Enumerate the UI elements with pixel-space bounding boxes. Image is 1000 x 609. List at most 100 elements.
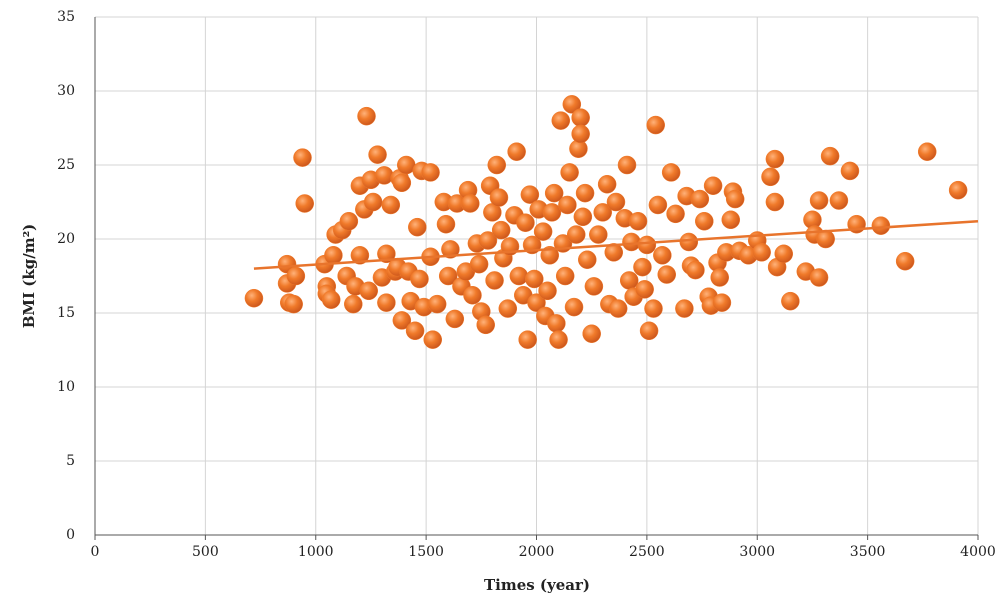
y-tick-label: 0 (66, 527, 75, 543)
point (562, 95, 582, 114)
point (392, 311, 412, 330)
point (637, 235, 657, 255)
point (633, 257, 652, 277)
y-tick-label: 30 (57, 83, 75, 99)
point (765, 192, 785, 212)
point (516, 213, 535, 232)
point (293, 148, 312, 167)
point (551, 111, 571, 130)
point (339, 211, 359, 231)
point (661, 163, 681, 182)
point (895, 251, 915, 271)
point (421, 163, 440, 182)
trend-line (253, 219, 979, 270)
point (628, 211, 648, 231)
point (597, 174, 617, 194)
point (781, 291, 800, 311)
point (666, 204, 685, 224)
point (491, 220, 511, 240)
point (686, 260, 705, 280)
point (829, 191, 849, 210)
point (381, 195, 401, 215)
point (752, 243, 771, 262)
point (761, 167, 780, 187)
point (525, 269, 544, 289)
point (639, 321, 659, 341)
point (653, 246, 672, 265)
point (695, 211, 714, 231)
x-tick-label: 1500 (408, 544, 444, 560)
point (619, 271, 639, 290)
point (357, 106, 376, 126)
y-tick-label: 20 (57, 231, 75, 247)
point (675, 299, 694, 318)
point (438, 266, 458, 286)
x-tick-label: 4000 (960, 544, 996, 560)
point (555, 266, 575, 286)
x-tick-label: 1000 (298, 544, 334, 560)
x-tick-label: 3000 (739, 544, 775, 560)
point (564, 297, 584, 317)
point (374, 166, 394, 185)
point (765, 149, 785, 169)
point (520, 185, 540, 204)
point (712, 293, 732, 312)
point (690, 189, 710, 209)
point (350, 246, 370, 265)
y-tick-label: 35 (57, 9, 75, 25)
point (441, 240, 460, 259)
x-axis-title: Times (year) (484, 576, 590, 594)
point (478, 231, 498, 250)
point (820, 146, 840, 166)
point (573, 207, 593, 227)
point (463, 285, 482, 305)
point (710, 268, 729, 287)
point (321, 290, 341, 309)
point (657, 265, 676, 284)
point (359, 281, 378, 301)
point (725, 189, 745, 209)
point (542, 203, 562, 222)
point (427, 294, 447, 314)
point (604, 243, 624, 262)
point (498, 299, 518, 318)
point (295, 194, 314, 213)
x-tick-label: 2500 (629, 544, 665, 560)
point (489, 188, 509, 207)
point (593, 203, 612, 222)
point (533, 222, 553, 241)
point (635, 280, 654, 299)
point (244, 288, 264, 308)
point (377, 293, 396, 312)
point (589, 225, 608, 244)
y-tick-label: 25 (57, 157, 75, 173)
point (410, 269, 429, 289)
point (363, 192, 383, 212)
point (679, 232, 699, 252)
point (571, 124, 590, 144)
point (575, 183, 595, 203)
point (566, 225, 586, 244)
y-axis-title: BMI (kg/m²) (20, 224, 38, 329)
point (582, 324, 601, 343)
point (538, 281, 557, 301)
point (721, 210, 741, 230)
point (644, 299, 663, 318)
point (461, 194, 480, 213)
point (487, 155, 507, 175)
y-tick-label: 15 (57, 305, 75, 321)
point (476, 315, 495, 335)
point (324, 246, 343, 265)
x-tick-label: 2000 (519, 544, 555, 560)
point (617, 155, 637, 175)
x-tick-label: 3500 (850, 544, 886, 560)
point (578, 250, 597, 269)
point (584, 277, 604, 296)
point (703, 176, 723, 195)
point (377, 244, 396, 264)
point (622, 232, 641, 252)
x-tick-label: 0 (91, 544, 100, 560)
point (948, 180, 968, 200)
point (527, 293, 546, 312)
point (368, 145, 387, 164)
